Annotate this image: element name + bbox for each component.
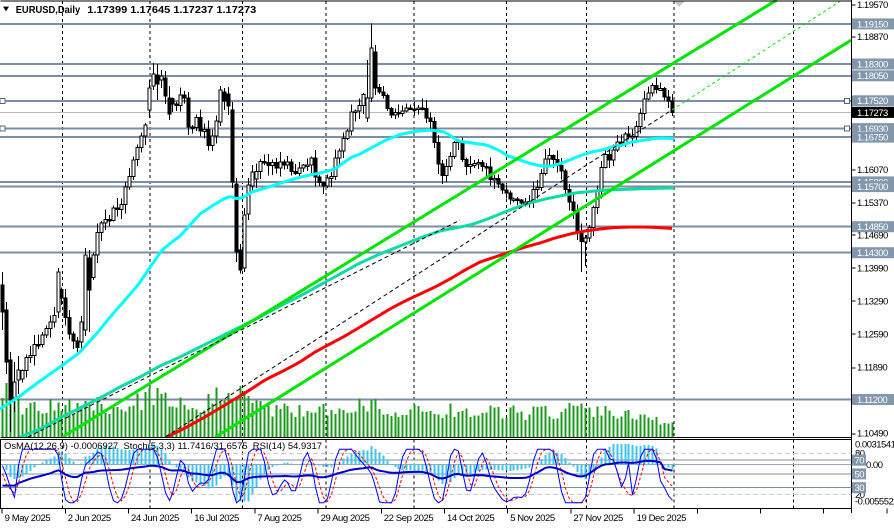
svg-text:5 Nov 2025: 5 Nov 2025 — [510, 513, 555, 524]
svg-text:30: 30 — [855, 483, 865, 494]
svg-text:1.16930: 1.16930 — [857, 124, 888, 135]
svg-text:1.17399 1.17645 1.17237 1.1727: 1.17399 1.17645 1.17237 1.17273 — [87, 5, 256, 16]
svg-text:1.11890: 1.11890 — [857, 362, 887, 373]
svg-text:1.14690: 1.14690 — [857, 230, 888, 241]
svg-text:50: 50 — [855, 469, 865, 480]
svg-text:1.16070: 1.16070 — [857, 165, 888, 176]
svg-text:1.17273: 1.17273 — [857, 108, 888, 119]
svg-text:70: 70 — [855, 456, 865, 467]
svg-text:-0.0055522: -0.0055522 — [855, 497, 894, 508]
svg-text:1.14850: 1.14850 — [857, 222, 888, 233]
svg-text:1.12590: 1.12590 — [857, 329, 888, 340]
svg-text:1.18050: 1.18050 — [857, 71, 888, 82]
svg-text:27 Nov 2025: 27 Nov 2025 — [573, 513, 623, 524]
svg-text:16 Jul 2025: 16 Jul 2025 — [194, 513, 239, 524]
svg-text:1.19570: 1.19570 — [857, 0, 888, 11]
svg-text:1.16750: 1.16750 — [857, 133, 888, 144]
svg-text:OsMA(12,26,9) -0.0006927 Stoc: OsMA(12,26,9) -0.0006927 Stoch(5,3,3) 11… — [4, 441, 322, 452]
svg-text:1.19150: 1.19150 — [857, 19, 888, 30]
svg-text:80: 80 — [855, 449, 865, 460]
svg-text:29 Aug 2025: 29 Aug 2025 — [321, 513, 370, 524]
svg-text:2 Jun 2025: 2 Jun 2025 — [68, 513, 111, 524]
svg-text:22 Sep 2025: 22 Sep 2025 — [384, 513, 434, 524]
svg-text:1.11200: 1.11200 — [857, 395, 887, 406]
svg-text:EURUSD,Daily: EURUSD,Daily — [16, 5, 81, 16]
svg-text:20: 20 — [855, 490, 865, 501]
svg-text:1.15700: 1.15700 — [857, 182, 888, 193]
svg-text:24 Jun 2025: 24 Jun 2025 — [131, 513, 179, 524]
svg-text:19 Dec 2025: 19 Dec 2025 — [637, 513, 687, 524]
svg-text:14 Oct 2025: 14 Oct 2025 — [447, 513, 494, 524]
svg-text:0.00: 0.00 — [866, 460, 883, 471]
svg-text:1.18870: 1.18870 — [857, 32, 888, 43]
svg-text:0.0031541: 0.0031541 — [855, 439, 894, 450]
svg-text:1.18300: 1.18300 — [857, 59, 888, 70]
svg-text:1.17520: 1.17520 — [857, 96, 888, 107]
svg-text:1.14300: 1.14300 — [857, 248, 888, 259]
svg-text:1.10490: 1.10490 — [857, 429, 888, 440]
svg-text:1.15370: 1.15370 — [857, 198, 888, 209]
svg-text:1.13990: 1.13990 — [857, 263, 888, 274]
svg-text:9 May 2025: 9 May 2025 — [5, 513, 51, 524]
svg-text:7 Aug 2025: 7 Aug 2025 — [257, 513, 301, 524]
svg-text:1.13290: 1.13290 — [857, 296, 888, 307]
